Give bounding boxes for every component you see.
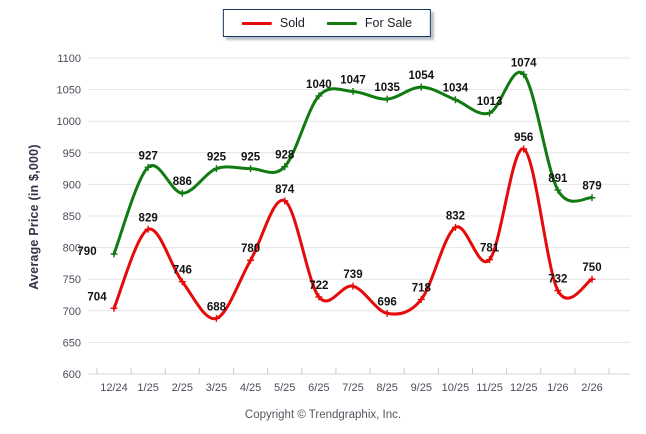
- data-point-marker: [554, 287, 562, 295]
- data-point-label: 879: [582, 181, 601, 193]
- y-axis-tick-label: 850: [63, 211, 81, 223]
- data-point-marker: [178, 189, 186, 197]
- data-point-label: 739: [343, 269, 362, 281]
- y-axis-tick-label: 700: [63, 306, 81, 318]
- y-axis-tick-label: 1100: [57, 53, 81, 65]
- x-axis-tick-label: 10/25: [442, 382, 470, 394]
- data-point-label: 718: [412, 282, 432, 294]
- data-point-label: 927: [139, 150, 158, 162]
- x-axis-tick-label: 4/25: [240, 382, 261, 394]
- y-axis-tick-label: 600: [63, 369, 81, 381]
- data-point-marker: [247, 165, 255, 173]
- x-axis-tick-label: 7/25: [342, 382, 363, 394]
- data-point-label: 886: [173, 176, 192, 188]
- x-axis-tick-label: 1/25: [137, 382, 158, 394]
- data-point-marker: [520, 145, 528, 153]
- data-point-marker: [144, 163, 152, 171]
- data-point-label: 925: [207, 152, 227, 164]
- data-point-marker: [349, 282, 357, 290]
- data-point-label: 829: [139, 212, 158, 224]
- for-sale-line-swatch: [326, 21, 357, 25]
- x-axis-tick-label: 1/26: [547, 382, 568, 394]
- data-point-marker: [417, 83, 425, 91]
- x-axis-tick-label: 12/25: [510, 382, 538, 394]
- data-point-marker: [383, 309, 391, 317]
- y-axis-tick-label: 800: [63, 243, 81, 255]
- data-point-marker: [451, 223, 459, 231]
- data-point-marker: [383, 95, 391, 103]
- data-point-marker: [588, 275, 596, 283]
- y-axis-title: Average Price (in $,000): [27, 144, 41, 290]
- data-point-marker: [417, 295, 425, 303]
- data-point-marker: [110, 304, 118, 312]
- data-point-label: 1034: [443, 83, 469, 95]
- data-point-label: 732: [548, 274, 567, 286]
- x-axis-tick-label: 5/25: [274, 382, 295, 394]
- copyright-text: Copyright © Trendgraphix, Inc.: [244, 409, 402, 421]
- data-point-marker: [588, 194, 596, 202]
- data-point-label: 891: [548, 173, 568, 185]
- x-axis-tick-label: 9/25: [411, 382, 432, 394]
- data-point-label: 750: [582, 262, 601, 274]
- legend-item-for-sale: For Sale: [326, 16, 413, 30]
- data-point-marker: [315, 293, 323, 301]
- x-axis-tick-label: 12/24: [100, 382, 128, 394]
- data-point-label: 722: [309, 280, 328, 292]
- legend-item-sold: Sold: [241, 16, 305, 30]
- data-point-label: 1054: [408, 70, 434, 82]
- legend-label-sold: Sold: [279, 16, 305, 30]
- x-axis-tick-label: 2/25: [172, 382, 193, 394]
- data-point-marker: [520, 70, 528, 78]
- legend-label-for-sale: For Sale: [364, 16, 413, 30]
- x-axis-tick-label: 6/25: [308, 382, 329, 394]
- y-axis-tick-label: 750: [63, 274, 81, 286]
- data-point-label: 874: [275, 184, 295, 196]
- data-point-label: 1040: [306, 79, 332, 91]
- data-point-label: 956: [514, 132, 533, 144]
- data-point-marker: [212, 165, 220, 173]
- data-point-marker: [349, 87, 357, 95]
- data-point-marker: [281, 163, 289, 171]
- data-point-marker: [144, 225, 152, 233]
- data-point-marker: [554, 186, 562, 194]
- data-point-marker: [178, 278, 186, 286]
- sold-line: [112, 147, 594, 320]
- for-sale-line: [112, 70, 594, 256]
- y-axis-tick-label: 1050: [57, 85, 81, 97]
- sold-line-swatch: [241, 21, 272, 25]
- data-point-label: 688: [207, 301, 227, 313]
- data-point-label: 790: [77, 246, 96, 258]
- data-point-label: 928: [275, 150, 295, 162]
- chart-legend: Sold For Sale: [222, 9, 432, 37]
- data-point-label: 781: [480, 243, 500, 255]
- data-point-marker: [110, 250, 118, 258]
- data-point-marker: [315, 92, 323, 100]
- data-point-label: 1074: [511, 57, 537, 69]
- y-axis-tick-label: 900: [63, 179, 81, 191]
- data-point-label: 1047: [340, 74, 366, 86]
- y-axis-tick-label: 650: [63, 337, 81, 349]
- y-axis-tick-label: 1000: [57, 116, 81, 128]
- x-axis-tick-label: 2/26: [581, 382, 602, 394]
- data-point-marker: [212, 314, 220, 322]
- x-axis-tick-label: 3/25: [206, 382, 227, 394]
- data-point-marker: [451, 96, 459, 104]
- data-point-label: 925: [241, 152, 261, 164]
- data-point-label: 832: [446, 210, 465, 222]
- data-point-label: 1013: [477, 96, 503, 108]
- data-point-label: 746: [173, 265, 192, 277]
- x-axis-tick-label: 11/25: [476, 382, 503, 394]
- y-axis-tick-label: 950: [63, 148, 81, 160]
- data-point-label: 704: [87, 291, 107, 303]
- data-point-marker: [281, 197, 289, 205]
- data-point-marker: [247, 256, 255, 264]
- data-point-marker: [486, 256, 494, 264]
- data-point-label: 780: [241, 243, 260, 255]
- data-point-marker: [486, 109, 494, 117]
- data-point-label: 1035: [374, 82, 400, 94]
- data-point-label: 696: [378, 296, 397, 308]
- x-axis-tick-label: 8/25: [376, 382, 397, 394]
